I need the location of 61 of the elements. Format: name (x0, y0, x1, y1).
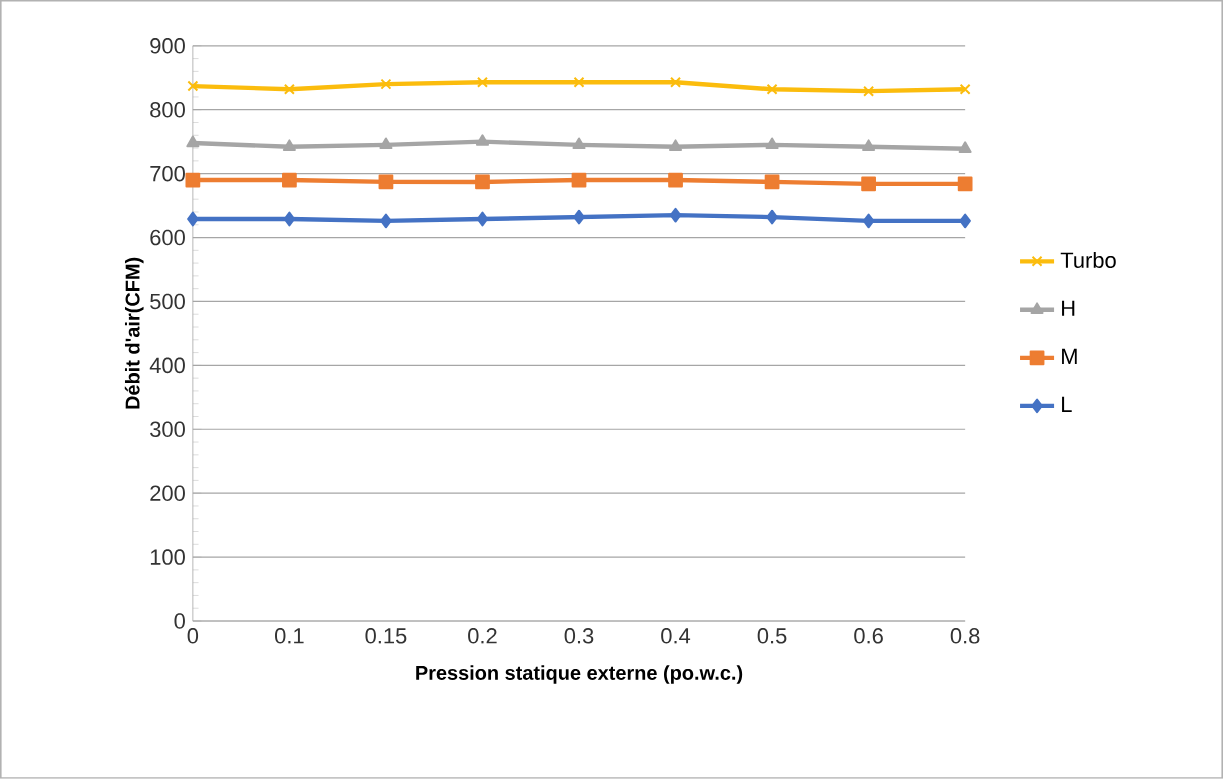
point (862, 213, 875, 229)
point (283, 211, 296, 227)
point (669, 207, 682, 223)
point (185, 172, 201, 188)
y-tick-label: 500 (150, 293, 185, 310)
x-tick-label: 0.1 (275, 628, 304, 644)
point (766, 209, 778, 225)
y-tick-label: 900 (150, 38, 185, 54)
point (380, 78, 392, 90)
legend-label: M (1062, 348, 1077, 364)
y-tick-label: 300 (150, 421, 185, 438)
x-tick-label: 0 (187, 628, 199, 644)
point (670, 76, 682, 88)
y-tick-label: 200 (150, 485, 185, 502)
point (669, 139, 683, 152)
y-tick-label: 800 (150, 102, 185, 118)
y-tick-label: 700 (150, 165, 185, 182)
legend-label: Turbo (1060, 251, 1116, 269)
x-tick-label: 0.2 (468, 628, 497, 644)
point (764, 174, 780, 190)
point (766, 83, 778, 95)
point (572, 137, 586, 150)
point (187, 80, 199, 92)
point (475, 134, 489, 146)
point (380, 213, 392, 229)
point (283, 83, 295, 95)
point (959, 83, 971, 95)
x-tick-label: 0.3 (564, 628, 594, 644)
legend-label: H (1062, 300, 1075, 316)
point (476, 211, 489, 227)
y-axis-title: Débit d'air(CFM) (124, 257, 144, 409)
x-tick-label: 0.5 (757, 628, 787, 644)
y-tick-label: 600 (150, 229, 185, 246)
point (959, 213, 971, 229)
point (573, 76, 585, 88)
point (863, 85, 875, 97)
point (573, 209, 585, 225)
point (476, 76, 488, 88)
point (668, 172, 683, 188)
legend-label: L (1062, 396, 1072, 412)
x-axis-title: Pression statique externe (po.w.c.) (416, 665, 743, 684)
y-tick-label: 400 (149, 357, 185, 374)
point (186, 135, 200, 148)
point (187, 211, 199, 227)
point (958, 141, 972, 153)
x-tick-label: 0.6 (854, 628, 883, 644)
point (282, 139, 296, 152)
point (765, 137, 779, 150)
point (571, 172, 587, 188)
x-tick-label: 0.4 (661, 628, 691, 644)
point (282, 172, 297, 188)
point (378, 174, 394, 190)
point (862, 139, 876, 152)
y-tick-label: 0 (174, 613, 185, 629)
x-tick-label: 0.15 (365, 628, 407, 644)
x-tick-label: 0.8 (950, 628, 980, 644)
point (379, 137, 393, 150)
point (957, 176, 973, 192)
point (861, 176, 876, 192)
y-tick-label: 100 (150, 549, 185, 565)
point (475, 174, 490, 190)
